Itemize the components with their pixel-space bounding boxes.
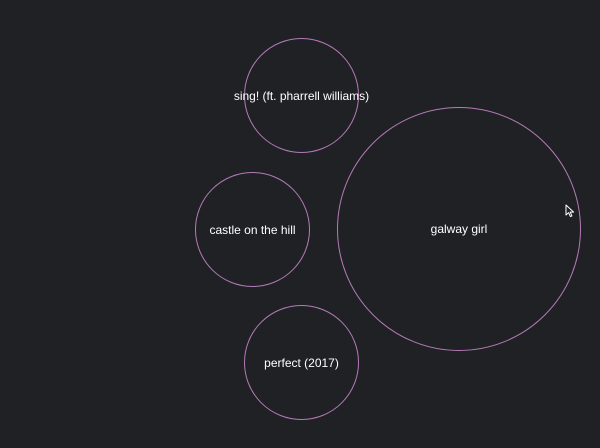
song-bubble-galway-girl[interactable]: galway girl — [337, 107, 581, 351]
song-bubble-castle-on-the-hill[interactable]: castle on the hill — [195, 172, 310, 287]
song-bubble-perfect[interactable]: perfect (2017) — [244, 305, 359, 420]
song-bubble-sing[interactable]: sing! (ft. pharrell williams) — [234, 38, 369, 153]
song-bubble-label: galway girl — [430, 222, 488, 236]
mouse-pointer-icon — [565, 204, 575, 218]
song-bubble-label: perfect (2017) — [264, 355, 339, 370]
song-bubble-label: sing! (ft. pharrell williams) — [233, 88, 370, 103]
song-bubble-label: castle on the hill — [209, 222, 296, 237]
